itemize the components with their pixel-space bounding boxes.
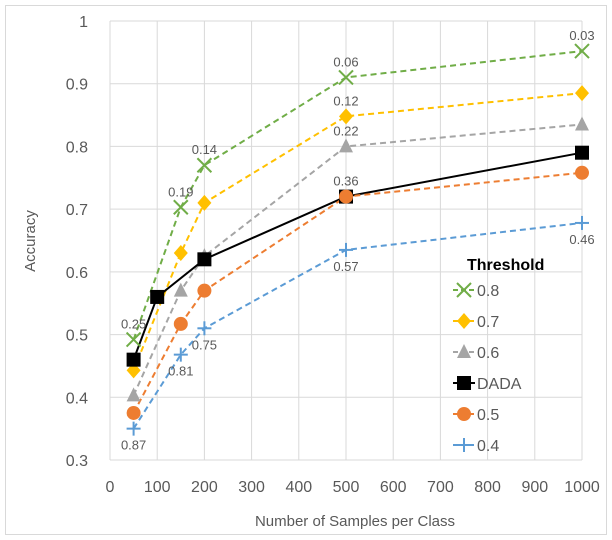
data-point-0-5 bbox=[197, 283, 212, 298]
x-tick-label: 700 bbox=[427, 479, 454, 496]
data-point-0-5 bbox=[173, 316, 188, 331]
legend-item-0-6: 0.6 bbox=[453, 344, 499, 362]
legend-item-0-8: 0.8 bbox=[453, 282, 499, 300]
legend-marker-dada bbox=[457, 376, 471, 390]
legend-marker-0-5 bbox=[457, 407, 471, 421]
data-point-0-4 bbox=[575, 215, 589, 230]
y-tick-label: 0.7 bbox=[66, 202, 88, 219]
legend-label: 0.5 bbox=[477, 407, 499, 424]
data-point-0-8 bbox=[574, 43, 590, 59]
y-tick-label: 0.6 bbox=[66, 265, 88, 282]
data-point-0-6 bbox=[339, 138, 353, 153]
data-label: 0.87 bbox=[121, 438, 146, 453]
data-point-0-8 bbox=[196, 157, 213, 173]
data-point-dada bbox=[197, 252, 212, 267]
legend-label: 0.8 bbox=[477, 283, 499, 300]
y-tick-label: 0.8 bbox=[66, 139, 88, 156]
legend-marker-0-8 bbox=[456, 282, 472, 298]
data-point-0-4 bbox=[339, 242, 353, 257]
legend-item-0-7: 0.7 bbox=[453, 313, 499, 331]
gridlines bbox=[109, 20, 583, 461]
data-point-0-8 bbox=[173, 199, 189, 215]
legend-item-0-5: 0.5 bbox=[453, 407, 499, 424]
series-line-0-6 bbox=[132, 123, 583, 396]
data-point-0-5 bbox=[339, 189, 353, 204]
x-tick-label: 400 bbox=[285, 479, 312, 496]
legend-title: Threshold bbox=[467, 257, 544, 274]
data-label: 0.81 bbox=[168, 364, 193, 379]
data-label: 0.75 bbox=[192, 337, 217, 352]
legend-marker-0-6 bbox=[457, 344, 471, 358]
legend: Threshold 0.8 0.7 0.6 DADA 0.5 0.4 bbox=[453, 257, 544, 455]
chart-border bbox=[5, 5, 607, 535]
data-point-0-7 bbox=[173, 245, 188, 262]
x-tick-label: 800 bbox=[474, 479, 501, 496]
x-tick-label: 900 bbox=[521, 479, 548, 496]
y-axis-ticks: 0.3 0.4 0.5 0.6 0.7 0.8 0.9 1 bbox=[66, 14, 88, 470]
data-point-0-4 bbox=[197, 321, 212, 336]
data-point-0-8 bbox=[338, 69, 354, 86]
x-tick-label: 300 bbox=[238, 479, 265, 496]
data-label: 0.36 bbox=[333, 174, 358, 189]
data-label: 0.03 bbox=[569, 28, 594, 43]
data-point-0-6 bbox=[575, 116, 589, 131]
legend-label: DADA bbox=[477, 376, 522, 393]
legend-item-dada: DADA bbox=[453, 376, 522, 393]
data-label: 0.19 bbox=[168, 184, 193, 199]
legend-marker-0-7 bbox=[457, 313, 471, 329]
series-line-0-8 bbox=[132, 50, 583, 340]
data-point-0-4 bbox=[126, 421, 141, 436]
data-label: 0.22 bbox=[333, 123, 358, 138]
x-tick-label: 0 bbox=[106, 479, 115, 496]
data-point-dada bbox=[150, 289, 165, 304]
data-label: 0.46 bbox=[569, 232, 594, 247]
data-label: 0.57 bbox=[333, 259, 358, 274]
legend-label: 0.6 bbox=[477, 345, 499, 362]
data-point-0-7 bbox=[339, 108, 353, 125]
x-tick-label: 100 bbox=[144, 479, 171, 496]
x-tick-label: 200 bbox=[191, 479, 218, 496]
data-point-0-8 bbox=[125, 331, 142, 348]
x-axis-ticks: 0 100 200 300 400 500 600 700 800 900 1000 bbox=[106, 479, 600, 496]
data-labels: 0.25 0.19 0.14 0.06 0.03 0.12 0.22 0.36 0.87 0.81… bbox=[121, 28, 595, 453]
data-point-0-5 bbox=[575, 165, 589, 180]
x-axis-label: Number of Samples per Class bbox=[255, 513, 455, 530]
data-label: 0.12 bbox=[333, 93, 358, 108]
y-tick-label: 0.5 bbox=[66, 328, 88, 345]
data-label: 0.06 bbox=[333, 54, 358, 69]
y-axis-label: Accuracy bbox=[22, 210, 39, 272]
legend-marker-0-4 bbox=[457, 438, 471, 452]
data-label: 0.25 bbox=[121, 317, 146, 332]
x-tick-label: 500 bbox=[333, 479, 360, 496]
data-point-0-6 bbox=[126, 387, 141, 402]
y-tick-label: 1 bbox=[79, 14, 88, 31]
legend-item-0-4: 0.4 bbox=[453, 438, 499, 455]
data-point-dada bbox=[575, 145, 589, 160]
data-point-0-7 bbox=[197, 194, 212, 211]
y-tick-label: 0.9 bbox=[66, 77, 88, 94]
y-tick-label: 0.3 bbox=[66, 453, 88, 470]
data-point-0-4 bbox=[173, 347, 188, 362]
data-point-dada bbox=[126, 352, 141, 367]
y-tick-label: 0.4 bbox=[66, 390, 88, 407]
x-tick-label: 1000 bbox=[564, 479, 600, 496]
series-markers bbox=[125, 43, 590, 436]
data-point-0-7 bbox=[575, 85, 589, 102]
data-point-0-5 bbox=[126, 405, 141, 420]
legend-label: 0.4 bbox=[477, 438, 499, 455]
data-label: 0.14 bbox=[192, 142, 217, 157]
x-tick-label: 600 bbox=[380, 479, 407, 496]
data-point-0-6 bbox=[173, 282, 188, 297]
legend-label: 0.7 bbox=[477, 314, 499, 331]
